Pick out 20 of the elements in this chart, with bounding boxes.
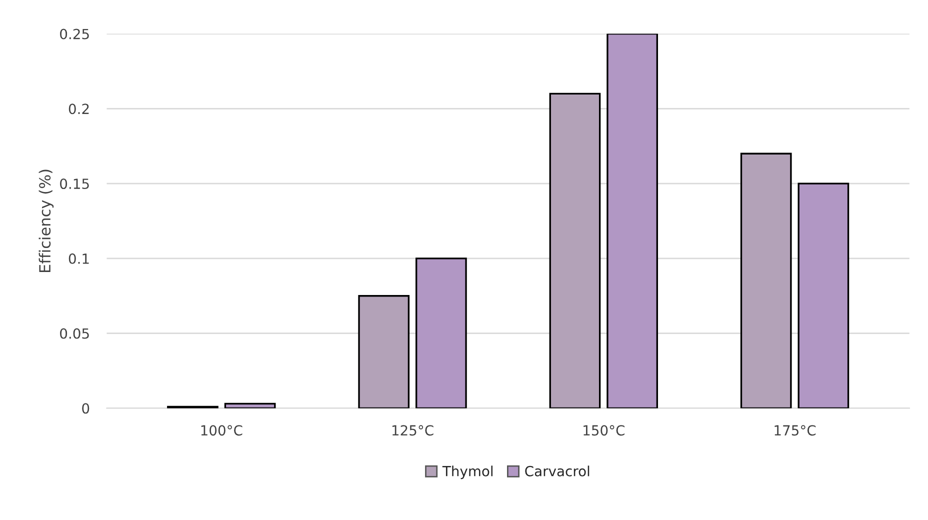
bar <box>549 92 601 408</box>
x-tick-label: 125°C <box>392 425 434 436</box>
legend-label: Thymol <box>442 466 493 480</box>
bar <box>798 182 850 408</box>
bar <box>224 402 276 408</box>
bar <box>416 258 467 408</box>
bar <box>358 295 410 408</box>
y-tick-label: 0.2 <box>68 104 89 114</box>
y-axis-title: Efficiency (%) <box>38 170 54 272</box>
x-tick-label: 150°C <box>584 425 624 436</box>
bar <box>740 152 792 408</box>
x-tick-label: 175°C <box>774 425 816 436</box>
y-tick-label: 0 <box>82 403 90 414</box>
y-tick-label: 0.25 <box>60 28 89 40</box>
legend-label: Carvacrol <box>525 466 590 476</box>
y-tick-label: 0.15 <box>60 178 89 190</box>
y-tick-label: 0.1 <box>68 253 89 264</box>
y-tick-label: 0.05 <box>60 328 89 339</box>
bar <box>606 34 658 408</box>
x-tick-label: 100°C <box>201 425 242 436</box>
